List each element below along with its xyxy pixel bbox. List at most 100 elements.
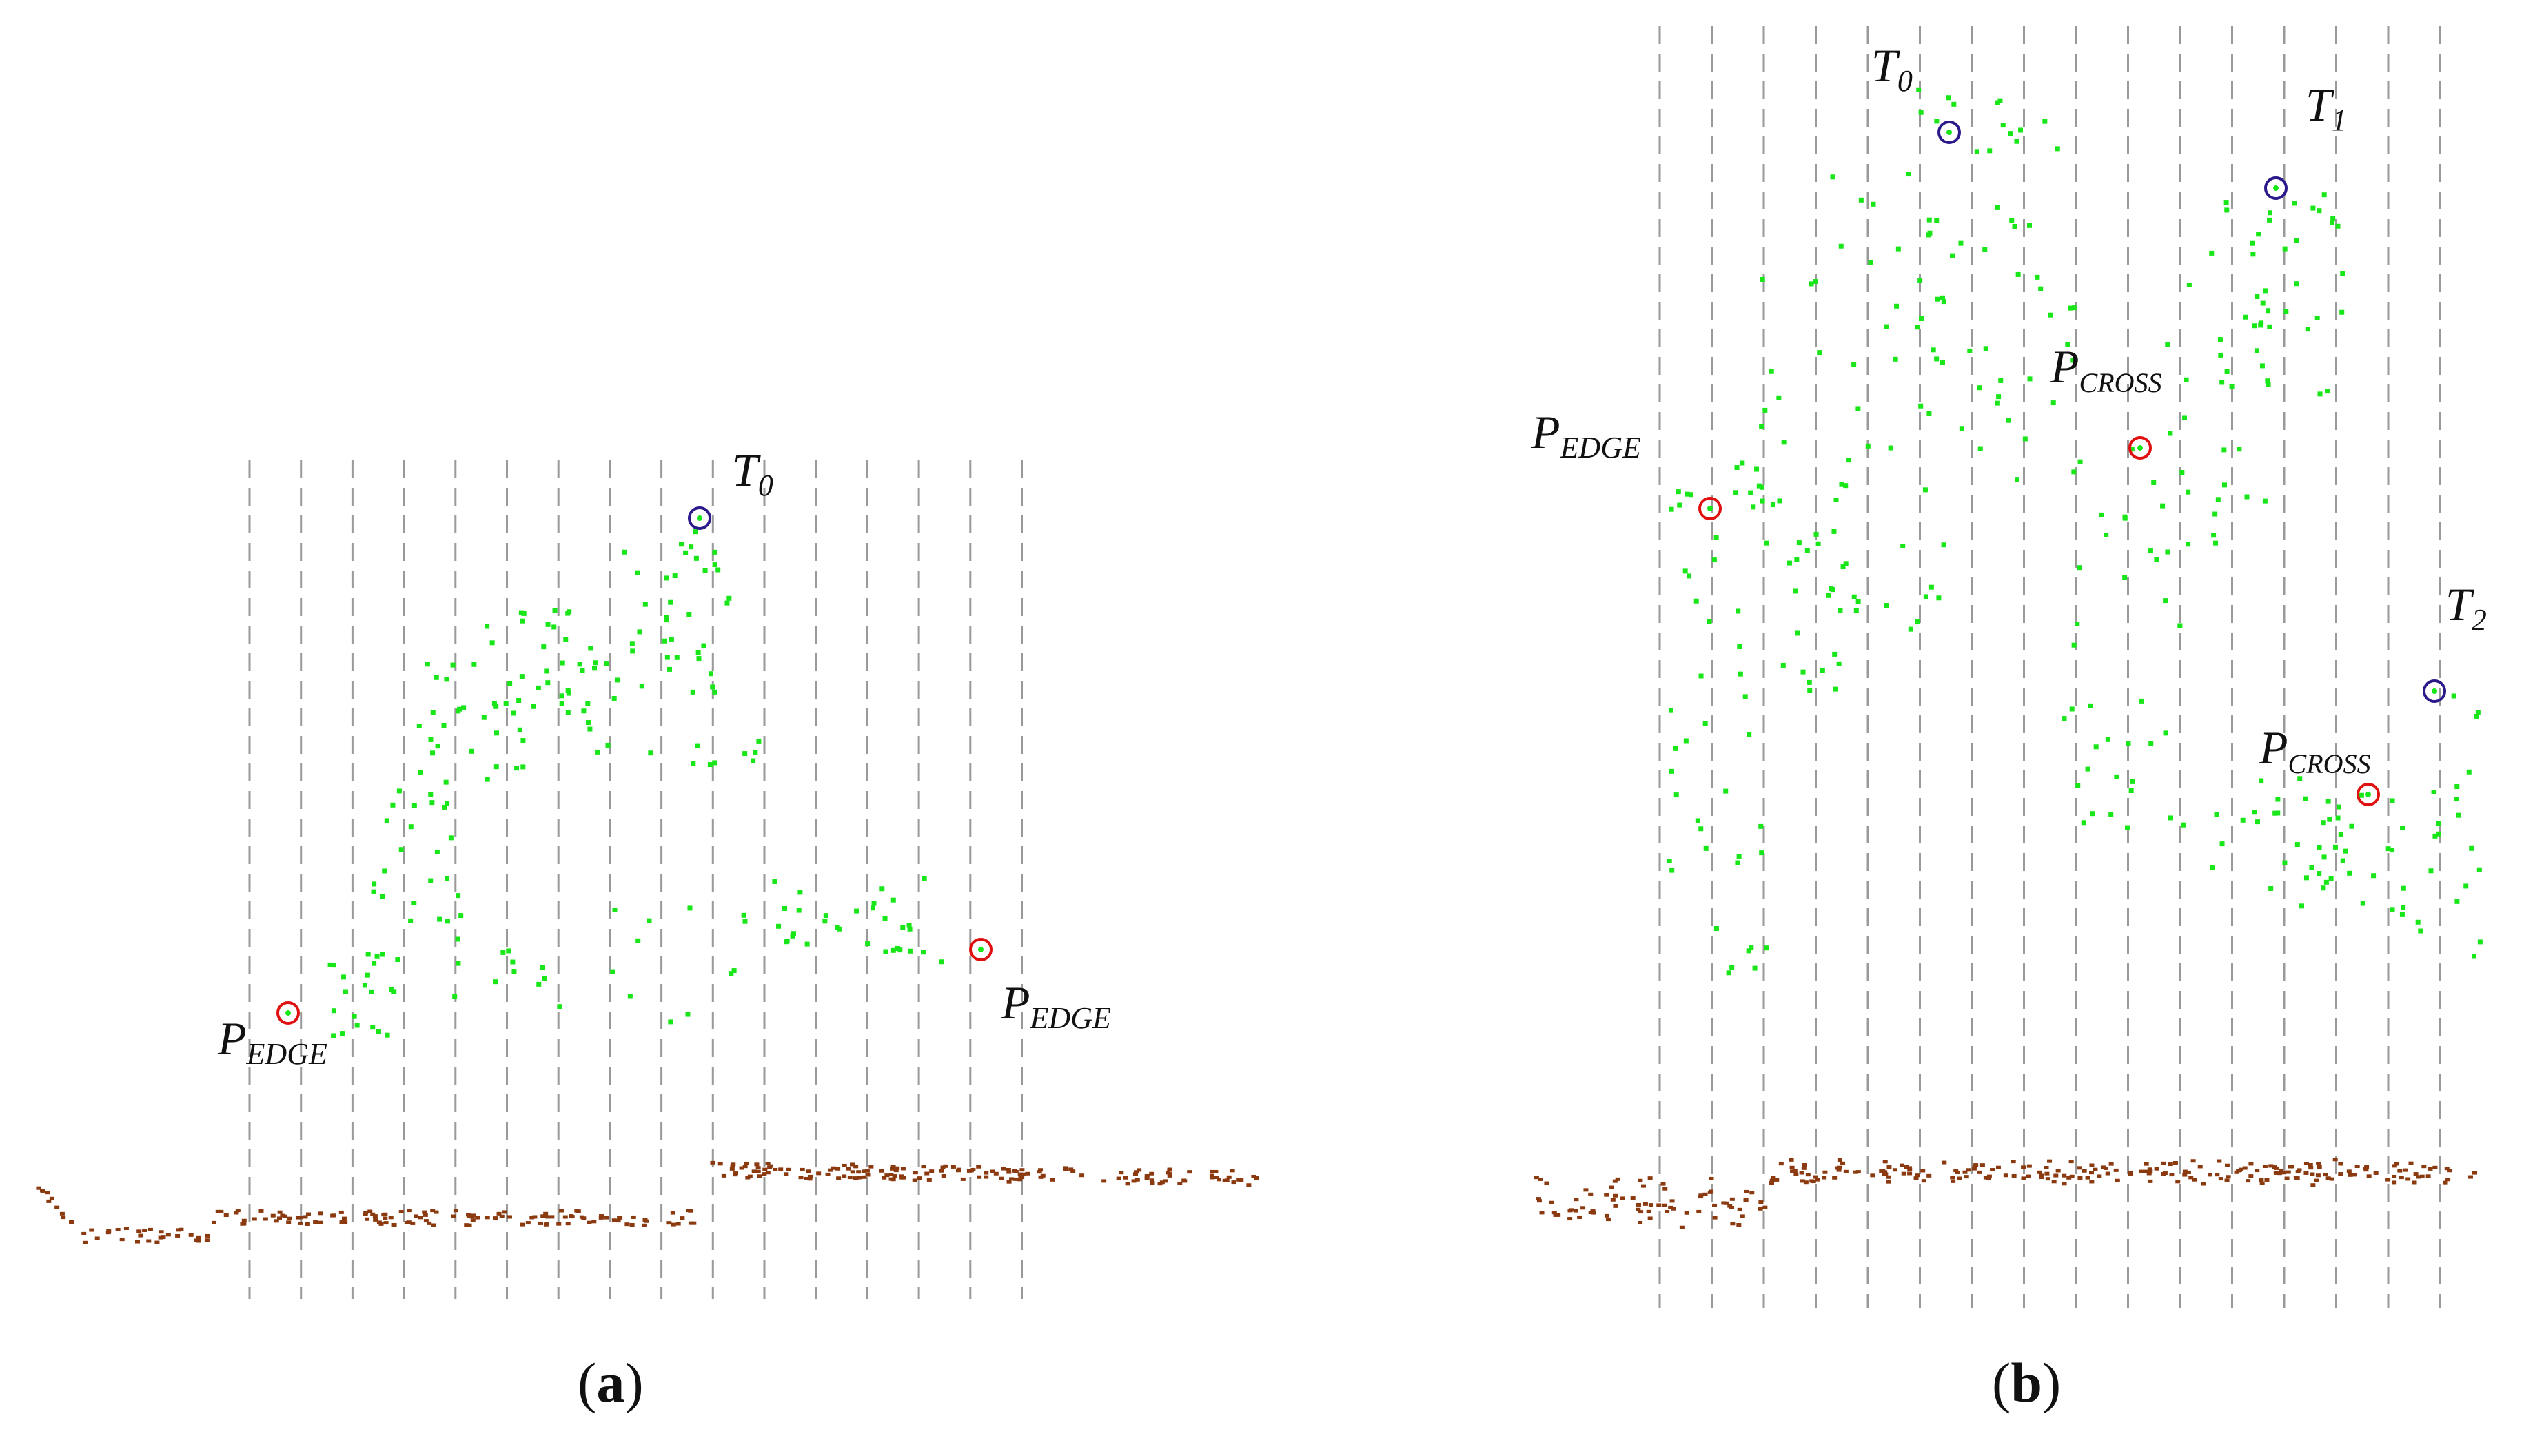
ground-point	[1605, 1218, 1611, 1222]
vegetation-point	[2009, 218, 2015, 223]
vegetation-point	[797, 890, 803, 895]
ground-point	[2128, 1172, 2133, 1176]
vegetation-point	[1908, 626, 1913, 632]
vegetation-point	[865, 941, 871, 947]
vegetation-point	[1737, 644, 1742, 650]
ground-point	[2044, 1166, 2049, 1170]
ground-point	[2143, 1169, 2148, 1173]
panel-b-t2-marker-core	[2432, 688, 2437, 694]
ground-point	[2197, 1165, 2203, 1169]
vegetation-point	[1742, 694, 1748, 699]
ground-point	[373, 1218, 378, 1222]
vegetation-point	[1974, 149, 1979, 154]
label-sub: CROSS	[2079, 367, 2162, 398]
vegetation-point	[2431, 790, 2436, 795]
vegetation-point	[686, 611, 692, 617]
vegetation-point	[442, 804, 447, 810]
ground-point	[721, 1173, 726, 1178]
ground-point	[287, 1216, 292, 1220]
panel-b-p-cross-1-marker-core	[2137, 445, 2143, 451]
ground-point	[532, 1215, 538, 1219]
vegetation-point	[2400, 826, 2405, 831]
vegetation-point	[398, 847, 404, 852]
ground-point	[644, 1219, 649, 1223]
vegetation-point	[2328, 876, 2334, 882]
ground-point	[418, 1216, 423, 1220]
ground-point	[710, 1160, 715, 1165]
ground-point	[1165, 1171, 1170, 1175]
ground-point	[882, 1176, 887, 1180]
ground-point	[773, 1167, 778, 1171]
vegetation-point	[2018, 127, 2024, 133]
vegetation-point	[2160, 503, 2166, 509]
ground-point	[234, 1211, 239, 1215]
ground-point	[1973, 1163, 1979, 1167]
label-sub: 0	[758, 469, 773, 502]
ground-point	[892, 1174, 897, 1178]
vegetation-point	[712, 689, 717, 695]
vegetation-point	[683, 550, 689, 555]
ground-point	[252, 1217, 257, 1221]
vegetation-point	[2184, 377, 2189, 382]
ground-point	[2416, 1175, 2421, 1179]
ground-point	[496, 1211, 502, 1216]
ground-point	[1544, 1181, 1549, 1185]
vegetation-point	[629, 641, 635, 646]
ground-point	[1743, 1198, 1749, 1202]
vegetation-point	[380, 952, 385, 957]
ground-point	[1648, 1203, 1653, 1207]
vegetation-point	[2148, 548, 2153, 554]
vegetation-point	[493, 764, 499, 770]
vegetation-point	[1829, 586, 1834, 591]
ground-point	[1037, 1168, 1043, 1172]
ground-point	[1892, 1168, 1897, 1172]
ground-point	[1050, 1178, 1055, 1182]
ground-point	[2338, 1162, 2343, 1166]
ground-point	[1662, 1203, 1667, 1207]
ground-point	[691, 1221, 697, 1225]
vegetation-point	[784, 939, 789, 945]
vegetation-point	[1895, 246, 1901, 252]
vegetation-point	[1846, 458, 1852, 463]
ground-point	[2182, 1169, 2188, 1173]
vegetation-point	[2077, 565, 2082, 571]
vegetation-point	[494, 730, 500, 736]
vegetation-point	[452, 994, 458, 1000]
vegetation-point	[444, 677, 449, 682]
vegetation-point	[2267, 217, 2272, 223]
ground-point	[215, 1209, 221, 1213]
vegetation-point	[2474, 713, 2479, 719]
ground-point	[136, 1229, 142, 1233]
vegetation-point	[668, 599, 673, 605]
vegetation-point	[1756, 483, 1762, 489]
ground-point	[283, 1214, 288, 1218]
ground-point	[1246, 1183, 1252, 1187]
vegetation-point	[1751, 504, 1756, 510]
ground-point	[341, 1216, 347, 1220]
vegetation-point	[511, 710, 516, 716]
vegetation-point	[2390, 907, 2395, 912]
ground-point	[2447, 1169, 2453, 1173]
vegetation-point	[1843, 483, 1849, 489]
vegetation-point	[724, 600, 730, 606]
vegetation-point	[796, 908, 802, 913]
ground-point	[54, 1205, 60, 1209]
vegetation-point	[327, 962, 333, 967]
vegetation-point	[559, 701, 564, 706]
ground-point	[857, 1176, 862, 1180]
ground-point	[507, 1215, 512, 1219]
vegetation-point	[2260, 300, 2266, 306]
ground-point	[196, 1235, 201, 1240]
ground-point	[1177, 1181, 1183, 1185]
ground-point	[888, 1172, 894, 1176]
ground-point	[884, 1173, 890, 1178]
ground-point	[917, 1176, 922, 1180]
ground-point	[1615, 1177, 1620, 1181]
ground-point	[2201, 1182, 2206, 1186]
panel-b-grid-lines	[1658, 26, 2441, 1308]
vegetation-point	[2114, 774, 2119, 779]
panel-b-p-edge-marker	[1698, 497, 1722, 520]
ground-point	[850, 1170, 855, 1174]
ground-point	[2207, 1173, 2212, 1177]
ground-point	[1019, 1168, 1025, 1172]
